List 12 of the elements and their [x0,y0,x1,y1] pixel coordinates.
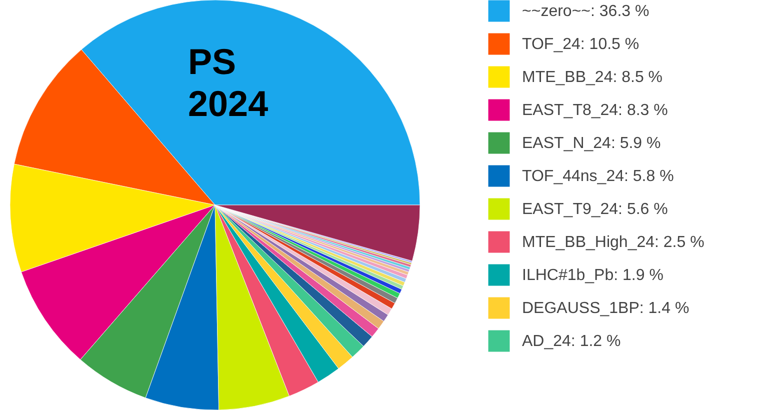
legend-label: EAST_T8_24: 8.3 % [522,102,668,119]
text: PS 2024 [188,41,268,124]
legend-label: ~~zero~~: 36.3 % [522,3,650,20]
legend-label: EAST_N_24: 5.9 % [522,135,661,152]
legend-label: EAST_T9_24: 5.6 % [522,201,668,218]
legend-label: MTE_BB_High_24: 2.5 % [522,234,704,251]
legend-label: TOF_44ns_24: 5.8 % [522,168,674,185]
legend-label: DEGAUSS_1BP: 1.4 % [522,300,690,317]
legend-label: TOF_24: 10.5 % [522,36,640,53]
legend-label: MTE_BB_24: 8.5 % [522,69,663,86]
legend-label: ILHC#1b_Pb: 1.9 % [522,267,664,284]
legend-label: AD_24: 1.2 % [522,333,621,350]
